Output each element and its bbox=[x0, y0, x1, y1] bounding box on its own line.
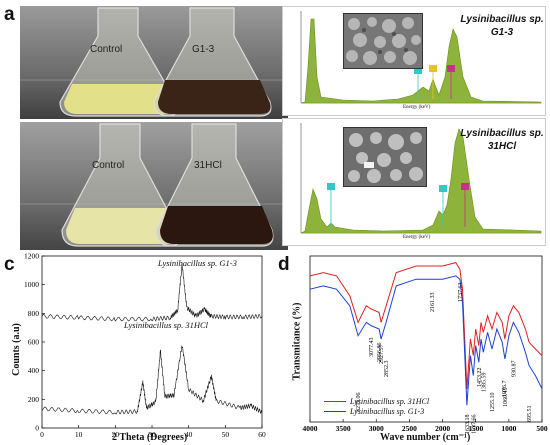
ftir-legend: Lysinibacillus sp. 31HCl Lysinibacillus … bbox=[324, 396, 429, 416]
sem-image-top bbox=[343, 13, 423, 69]
ftir-peak-label: 2956.86 bbox=[377, 343, 383, 363]
xrd-y-tick-label: 1200 bbox=[24, 252, 39, 261]
ftir-peak-label: 1537.66 bbox=[471, 415, 477, 435]
ftir-legend-row-g1-3: Lysinibacillus sp. G1-3 bbox=[324, 406, 429, 416]
flask-label-g1-3: G1-3 bbox=[192, 44, 215, 55]
ftir-chart: 4000 3500 3000 2500 2000 1500 1000 500 3275.06 30… bbox=[303, 255, 548, 435]
ftir-peak-label: 1737.63 bbox=[458, 283, 464, 303]
edx-spectrum-top: Lysinibacillus sp. G1-3 Energy (keV) bbox=[282, 6, 546, 116]
flask-photo-bottom-drawing bbox=[20, 122, 288, 250]
ftir-peak-label: 2161.33 bbox=[430, 293, 436, 313]
xrd-y-tick-label: 600 bbox=[28, 338, 40, 347]
xrd-ylabel: Counts (a.u) bbox=[10, 323, 22, 376]
ftir-peak-label: 3077.43 bbox=[369, 338, 375, 358]
xrd-x-tick-label: 0 bbox=[40, 430, 44, 439]
ftir-peak-label: 1076.7 bbox=[502, 381, 508, 398]
xrd-xlabel: 2 Theta (Degrees) bbox=[112, 432, 188, 443]
xrd-x-tick-label: 60 bbox=[258, 430, 266, 439]
xrd-y-tick-label: 200 bbox=[28, 395, 40, 404]
xrd-x-tick-label: 40 bbox=[185, 430, 193, 439]
ftir-peak-label: 1255.10 bbox=[490, 393, 496, 413]
ftir-legend-swatch-g1-3 bbox=[324, 410, 346, 412]
edx-title-top-species: Lysinibacillus sp. bbox=[460, 14, 544, 25]
ftir-legend-swatch-31hcl bbox=[324, 400, 346, 402]
xrd-x-tick-label: 10 bbox=[75, 430, 83, 439]
ftir-ylabel: Transmitance (%) bbox=[291, 302, 303, 381]
ftir-x-tick-label: 2500 bbox=[402, 424, 417, 433]
panel-letter-c: c bbox=[4, 254, 15, 275]
edx-xlabel-bottom: Energy (keV) bbox=[403, 235, 431, 240]
edx-title-bottom-strain: 31HCl bbox=[487, 141, 517, 152]
xrd-y-tick-label: 1000 bbox=[24, 280, 39, 289]
flask-photo-top-drawing bbox=[20, 6, 288, 119]
ftir-x-tick-label: 500 bbox=[536, 424, 548, 433]
edx-spectrum-top-drawing bbox=[300, 11, 542, 104]
edx-xlabel-top: Energy (keV) bbox=[403, 105, 431, 110]
flask-label-31hcl: 31HCl bbox=[194, 160, 222, 171]
ftir-peak-label: 695.51 bbox=[527, 406, 533, 423]
xrd-y-tick-label: 800 bbox=[28, 309, 40, 318]
ftir-peak-label: 1453.22 bbox=[477, 368, 483, 388]
ftir-x-tick-label: 1000 bbox=[501, 424, 516, 433]
ftir-x-tick-label: 2000 bbox=[435, 424, 450, 433]
ftir-peak-label: 2852.3 bbox=[384, 361, 390, 378]
xrd-y-tick-label: 0 bbox=[35, 424, 39, 433]
ftir-x-tick-label: 4000 bbox=[303, 424, 318, 433]
ftir-legend-label-g1-3: Lysinibacillus sp. G1-3 bbox=[350, 406, 425, 416]
xrd-frame bbox=[41, 255, 263, 429]
xrd-series-line-0 bbox=[41, 262, 263, 322]
ftir-peak-label: 1633.18 bbox=[465, 415, 471, 435]
edx-title-bottom: Lysinibacillus sp. 31HCl bbox=[459, 127, 545, 153]
edx-title-top-strain: G1-3 bbox=[490, 27, 514, 38]
ftir-peak-label: 3275.06 bbox=[356, 393, 362, 413]
xrd-x-tick-label: 30 bbox=[148, 430, 156, 439]
ftir-peak-label: 1385.59 bbox=[481, 373, 487, 393]
ftir-frame bbox=[309, 255, 543, 423]
ftir-xlabel: Wave number (cm⁻¹) bbox=[380, 432, 471, 443]
xrd-series-label-g1-3: Lysinibacillus sp. G1-3 bbox=[158, 258, 237, 268]
panel-letter-d: d bbox=[278, 254, 290, 275]
edx-spectrum-bottom-drawing bbox=[300, 123, 542, 234]
ftir-x-tick-label: 1500 bbox=[468, 424, 483, 433]
flask-label-control-bottom: Control bbox=[92, 160, 125, 171]
xrd-x-tick-label: 50 bbox=[222, 430, 230, 439]
edx-title-top: Lysinibacillus sp. G1-3 bbox=[459, 13, 545, 39]
ftir-x-tick-label: 3500 bbox=[336, 424, 351, 433]
ftir-x-tick-label: 3000 bbox=[369, 424, 384, 433]
xrd-series-label-31hcl: Lysinibacillus sp. 31HCl bbox=[124, 320, 209, 330]
ftir-peak-label: 930.87 bbox=[511, 361, 517, 378]
ftir-series-line-0 bbox=[309, 262, 543, 389]
edx-spectrum-bottom: Lysinibacillus sp. 31HCl Energy (keV) bbox=[282, 118, 546, 246]
ftir-series-line-1 bbox=[309, 275, 543, 406]
ftir-peak-label: 2927.57 bbox=[379, 345, 385, 365]
flask-photo-bottom: Control 31HCl bbox=[20, 122, 288, 250]
xrd-series-line-1 bbox=[41, 345, 263, 415]
ftir-legend-row-31hcl: Lysinibacillus sp. 31HCl bbox=[324, 396, 429, 406]
sem-image-bottom bbox=[343, 127, 427, 187]
ftir-legend-label-31hcl: Lysinibacillus sp. 31HCl bbox=[350, 396, 430, 406]
flask-photo-top: Control G1-3 bbox=[20, 6, 288, 119]
xrd-x-tick-label: 20 bbox=[112, 430, 120, 439]
edx-title-bottom-species: Lysinibacillus sp. bbox=[460, 128, 544, 139]
flask-label-control-top: Control bbox=[90, 44, 123, 55]
ftir-peak-label: 1060.45 bbox=[503, 388, 509, 408]
xrd-y-tick-label: 400 bbox=[28, 366, 40, 375]
panel-letter-a: a bbox=[4, 4, 15, 25]
